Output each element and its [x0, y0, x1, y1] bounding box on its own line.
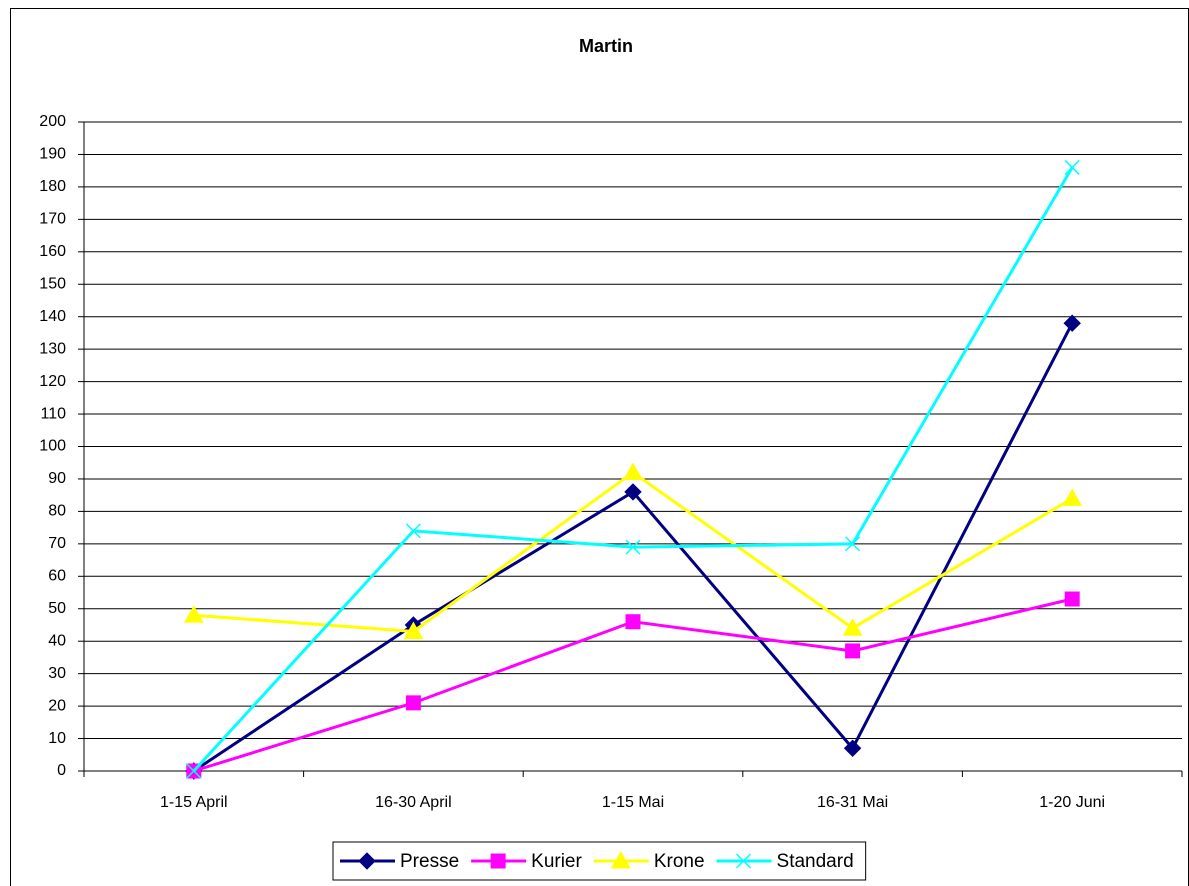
marker: [358, 852, 376, 870]
chart-border: [10, 8, 1189, 886]
marker: [736, 853, 752, 869]
marker: [403, 621, 424, 639]
y-tick-label: 40: [48, 632, 66, 649]
y-tick-label: 100: [39, 438, 66, 455]
marker: [186, 763, 202, 779]
marker: [490, 853, 506, 869]
marker: [623, 462, 643, 480]
marker: [405, 523, 421, 539]
marker: [1062, 488, 1083, 506]
y-tick-label: 200: [39, 113, 66, 130]
y-tick-label: 80: [48, 503, 66, 520]
y-tick-label: 90: [48, 470, 66, 487]
y-tick-label: 0: [57, 762, 66, 779]
legend-text: Kurier: [531, 851, 582, 872]
legend: Presse Kurier Krone Standard: [332, 841, 867, 881]
x-tick-label: 1-15 April: [160, 794, 228, 811]
marker: [610, 850, 631, 869]
marker: [624, 483, 642, 501]
y-tick-label: 120: [39, 373, 66, 390]
marker: [183, 605, 204, 623]
marker: [1064, 591, 1080, 607]
y-tick-label: 70: [48, 535, 66, 552]
y-tick-label: 110: [40, 405, 66, 422]
marker: [625, 539, 641, 555]
y-tick-label: 180: [39, 178, 66, 195]
marker: [843, 739, 862, 757]
marker: [625, 614, 641, 630]
y-tick-label: 190: [39, 146, 66, 163]
legend-text: Presse: [400, 851, 459, 872]
y-tick-label: 160: [39, 243, 66, 260]
y-tick-label: 50: [48, 600, 66, 617]
marker: [845, 536, 861, 552]
y-tick-label: 130: [39, 340, 66, 357]
x-tick-label: 1-20 Juni: [1039, 794, 1105, 811]
x-tick-label: 16-30 April: [375, 794, 452, 811]
chart-title: Martin: [579, 36, 633, 56]
marker: [842, 618, 863, 636]
y-tick-label: 170: [39, 211, 66, 228]
marker: [405, 695, 421, 711]
y-tick-label: 150: [39, 275, 66, 292]
marker: [845, 643, 861, 659]
marker: [1063, 314, 1081, 332]
legend-text: Standard: [777, 851, 854, 872]
y-tick-label: 140: [39, 308, 66, 325]
y-tick-label: 60: [48, 568, 66, 585]
y-tick-label: 10: [48, 730, 66, 747]
y-tick-label: 20: [48, 697, 66, 714]
marker: [1064, 159, 1080, 175]
x-tick-label: 16-31 Mai: [817, 794, 888, 811]
legend-text: Krone: [654, 851, 705, 872]
x-tick-label: 1-15 Mai: [602, 794, 664, 811]
y-tick-label: 30: [48, 665, 66, 682]
